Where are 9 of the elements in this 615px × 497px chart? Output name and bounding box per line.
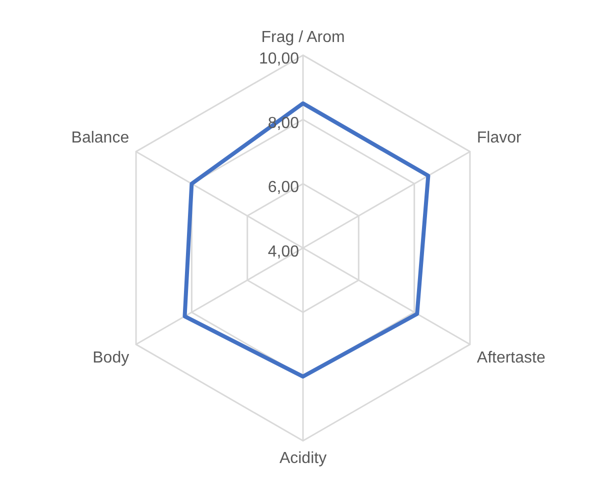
spoke-label: Balance bbox=[71, 129, 130, 146]
spoke-label: Frag / Arom bbox=[261, 29, 345, 46]
y-tick-label: 4,00 bbox=[268, 243, 300, 260]
spoke-label: Aftertaste bbox=[476, 349, 546, 366]
spoke-label: Acidity bbox=[279, 450, 327, 467]
spoke-label: Flavor bbox=[476, 129, 522, 146]
spoke-label: Body bbox=[92, 349, 130, 366]
y-tick-label: 6,00 bbox=[268, 179, 300, 196]
y-tick-label: 10,00 bbox=[258, 50, 300, 68]
